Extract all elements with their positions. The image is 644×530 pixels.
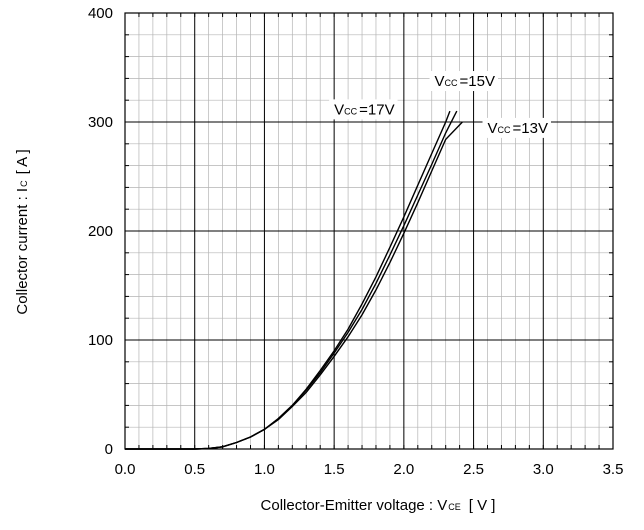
x-axis-label-sub: CE	[448, 502, 461, 512]
x-tick-label: 2.5	[463, 461, 484, 478]
series-labels: VCC =17V VCC =15V VCC =13V	[329, 71, 551, 138]
y-tick-label: 100	[88, 332, 113, 349]
series-line-1	[194, 110, 451, 450]
y-tick-label: 300	[88, 114, 113, 131]
series-label-bg	[482, 117, 551, 138]
y-tick-label: 0	[105, 441, 113, 458]
x-tick-label: 1.5	[324, 461, 345, 478]
tick-labels: 0.0 0.5 1.0 1.5 2.0 2.5 3.0 3.5 0 100 200 300 400	[88, 5, 623, 478]
x-axis-label-main: Collector-Emitter voltage : V	[261, 497, 448, 514]
x-axis-label: Collector-Emitter voltage : VCE [ V ]	[261, 497, 496, 514]
y-tick-label: 200	[88, 223, 113, 240]
series-layer	[125, 110, 463, 450]
major-grid	[125, 13, 613, 449]
y-axis-label-main: Collector current : I	[14, 188, 31, 315]
y-axis-label-unit: [ A ]	[14, 149, 31, 174]
x-tick-label: 0.5	[184, 461, 205, 478]
x-tick-label: 0.0	[115, 461, 136, 478]
series-line-3	[194, 121, 463, 450]
y-axis-label: Collector current : IC [ A ]	[14, 149, 31, 314]
x-tick-label: 2.0	[393, 461, 414, 478]
series-label-1: VCC =17V	[334, 101, 394, 118]
y-axis-label-sub: C	[19, 180, 29, 187]
x-axis-label-unit: [ V ]	[469, 497, 496, 514]
series-label-3: VCC =13V	[488, 120, 548, 137]
series-label-bg	[429, 71, 499, 92]
x-tick-label: 3.0	[533, 461, 554, 478]
series-label-2: VCC =15V	[435, 73, 495, 90]
y-tick-label: 400	[88, 5, 113, 22]
plot-frame	[124, 12, 614, 450]
x-tick-label: 1.0	[254, 461, 275, 478]
x-tick-label: 3.5	[603, 461, 624, 478]
series-label-bg	[329, 99, 398, 120]
